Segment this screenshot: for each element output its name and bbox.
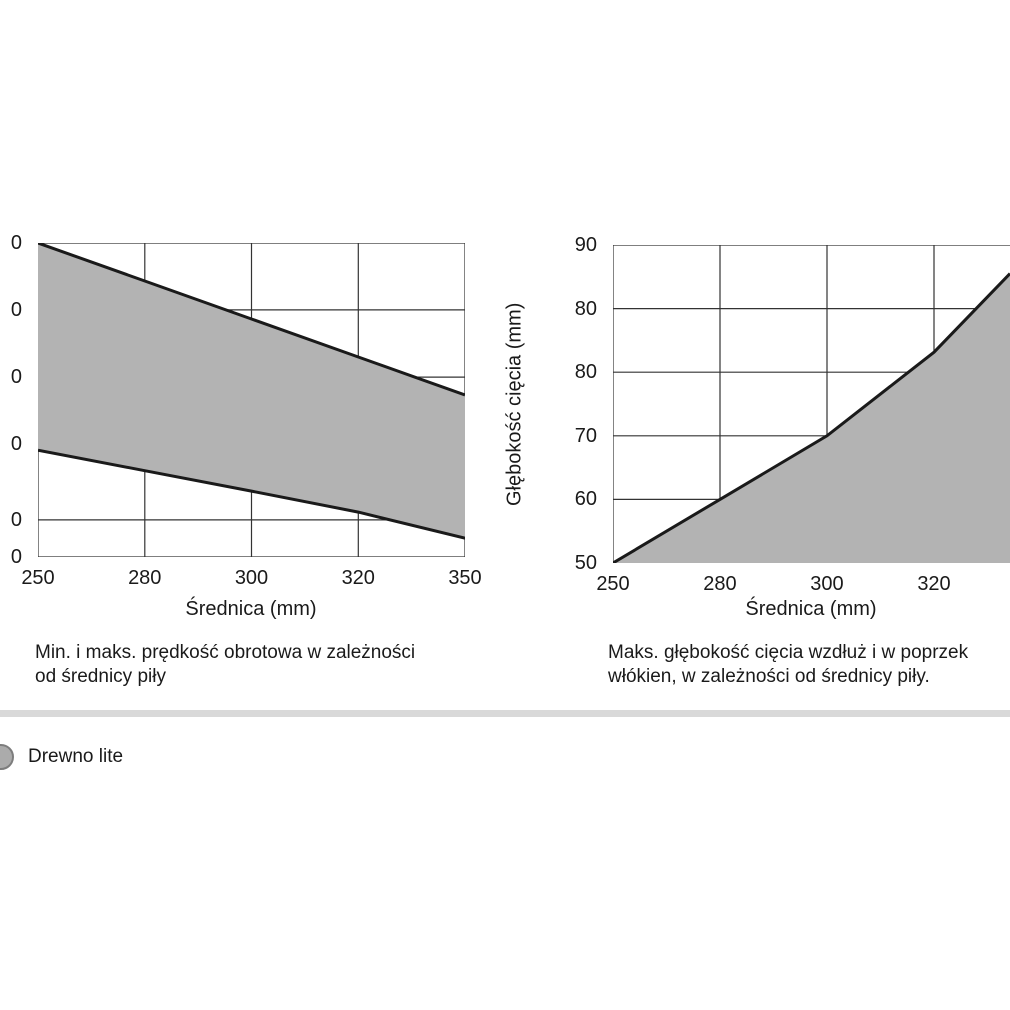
min-speed-line [38,448,465,540]
speed-band-area [38,243,465,539]
depth-chart-ytick: 90 [574,234,597,256]
legend-label: Drewno lite [28,746,124,767]
speed-chart-xtick: 320 [341,567,375,589]
depth-chart-caption-line2: włókien, w zależności od średnicy piły. [608,666,930,687]
speed-chart-ytick: 0 [10,508,22,531]
speed-chart-caption-line2: od średnicy piły [35,666,166,687]
depth-chart-caption-line1: Maks. głębokość cięcia wzdłuż i w poprze… [608,642,969,663]
depth-chart-caption: Maks. głębokość cięcia wzdłuż i w poprze… [608,641,1010,689]
speed-chart-ytick: 0 [10,546,22,568]
speed-chart-caption-line1: Min. i maks. prędkość obrotowa w zależno… [35,642,416,663]
speed-chart-plot [38,243,465,557]
speed-chart-xtick: 350 [448,567,482,589]
depth-chart-yaxis-title: Głębokość cięcia (mm) [503,302,526,506]
depth-chart-xtick: 300 [810,573,844,595]
speed-chart-ytick: 0 [10,232,22,254]
depth-chart-xtick: 280 [703,573,737,595]
speed-chart-ytick: 0 [10,298,22,321]
depth-area [613,273,1010,563]
section-divider [0,710,1010,717]
speed-chart-xtick: 300 [234,567,269,589]
solid-wood-legend-icon [0,744,14,770]
depth-chart-ytick: 80 [574,361,597,384]
speed-chart-ytick: 0 [10,432,22,455]
depth-chart-ytick: 60 [574,488,597,511]
depth-chart-xtick: 250 [596,573,630,595]
depth-chart-ytick: 50 [574,552,597,574]
speed-chart-xtick: 280 [128,567,162,589]
depth-line [613,272,1010,563]
depth-chart-plot [613,245,1010,563]
depth-chart-ytick: 70 [574,424,597,447]
max-speed-line [38,243,465,397]
speed-chart-caption: Min. i maks. prędkość obrotowa w zależno… [35,641,475,689]
depth-chart-xtick: 320 [917,573,951,595]
speed-chart-xtick: 250 [21,567,55,589]
depth-chart-ytick: 80 [574,297,597,320]
speed-chart-ytick: 0 [10,366,22,389]
speed-chart-xaxis-title: Średnica (mm) [185,598,317,620]
depth-chart-xaxis-title: Średnica (mm) [745,598,877,620]
